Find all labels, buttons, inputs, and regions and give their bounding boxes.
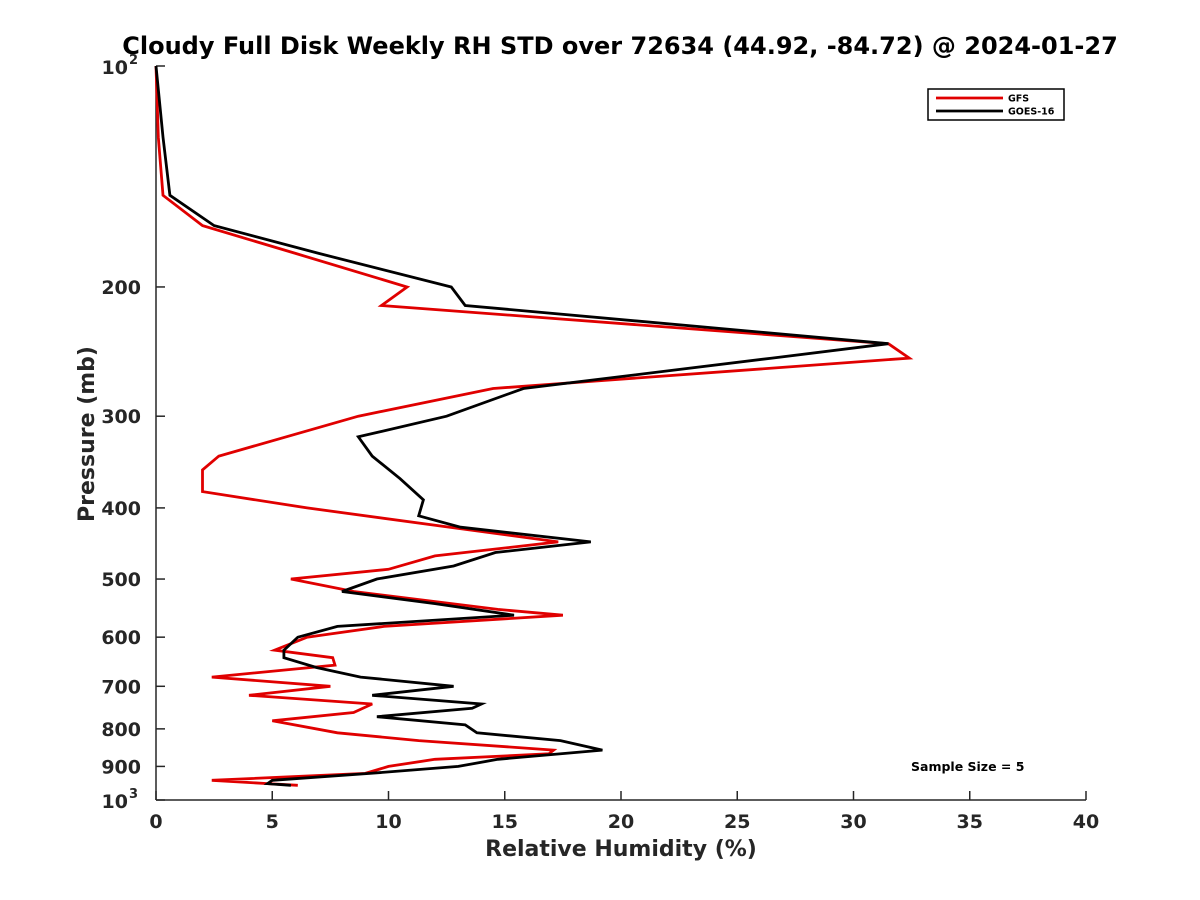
- series-line-gfs: [154, 65, 914, 787]
- y-tick-label: 800: [101, 719, 141, 741]
- y-tick-label: 500: [101, 569, 141, 591]
- y-tick-label: 300: [101, 406, 141, 428]
- x-tick-label: 25: [724, 811, 750, 833]
- y-tick-exponent: 2: [129, 53, 138, 68]
- y-tick-label: 400: [101, 498, 141, 520]
- y-tick-label: 10: [102, 791, 128, 813]
- x-tick-label: 20: [608, 811, 634, 833]
- y-tick-label: 700: [101, 676, 141, 698]
- x-tick-label: 30: [840, 811, 866, 833]
- x-tick-label: 0: [149, 811, 162, 833]
- sample-size-annotation: Sample Size = 5: [911, 759, 1024, 774]
- y-tick-label: 10: [102, 57, 128, 79]
- y-axis-label: Pressure (mb): [75, 346, 100, 522]
- x-axis-label: Relative Humidity (%): [485, 837, 757, 862]
- legend-label: GOES-16: [1008, 107, 1055, 118]
- y-tick-label: 200: [101, 277, 141, 299]
- x-tick-label: 10: [375, 811, 401, 833]
- series-line-goes-16: [154, 65, 889, 787]
- x-tick-label: 15: [492, 811, 518, 833]
- x-tick-label: 35: [957, 811, 983, 833]
- y-tick-label: 900: [101, 756, 141, 778]
- y-tick-exponent: 3: [129, 787, 138, 802]
- legend-box: [927, 88, 1065, 121]
- legend-label: GFS: [1008, 94, 1029, 105]
- x-tick-label: 5: [266, 811, 279, 833]
- y-tick-label: 600: [101, 627, 141, 649]
- chart-title: Cloudy Full Disk Weekly RH STD over 7263…: [122, 32, 1118, 60]
- x-tick-label: 40: [1073, 811, 1099, 833]
